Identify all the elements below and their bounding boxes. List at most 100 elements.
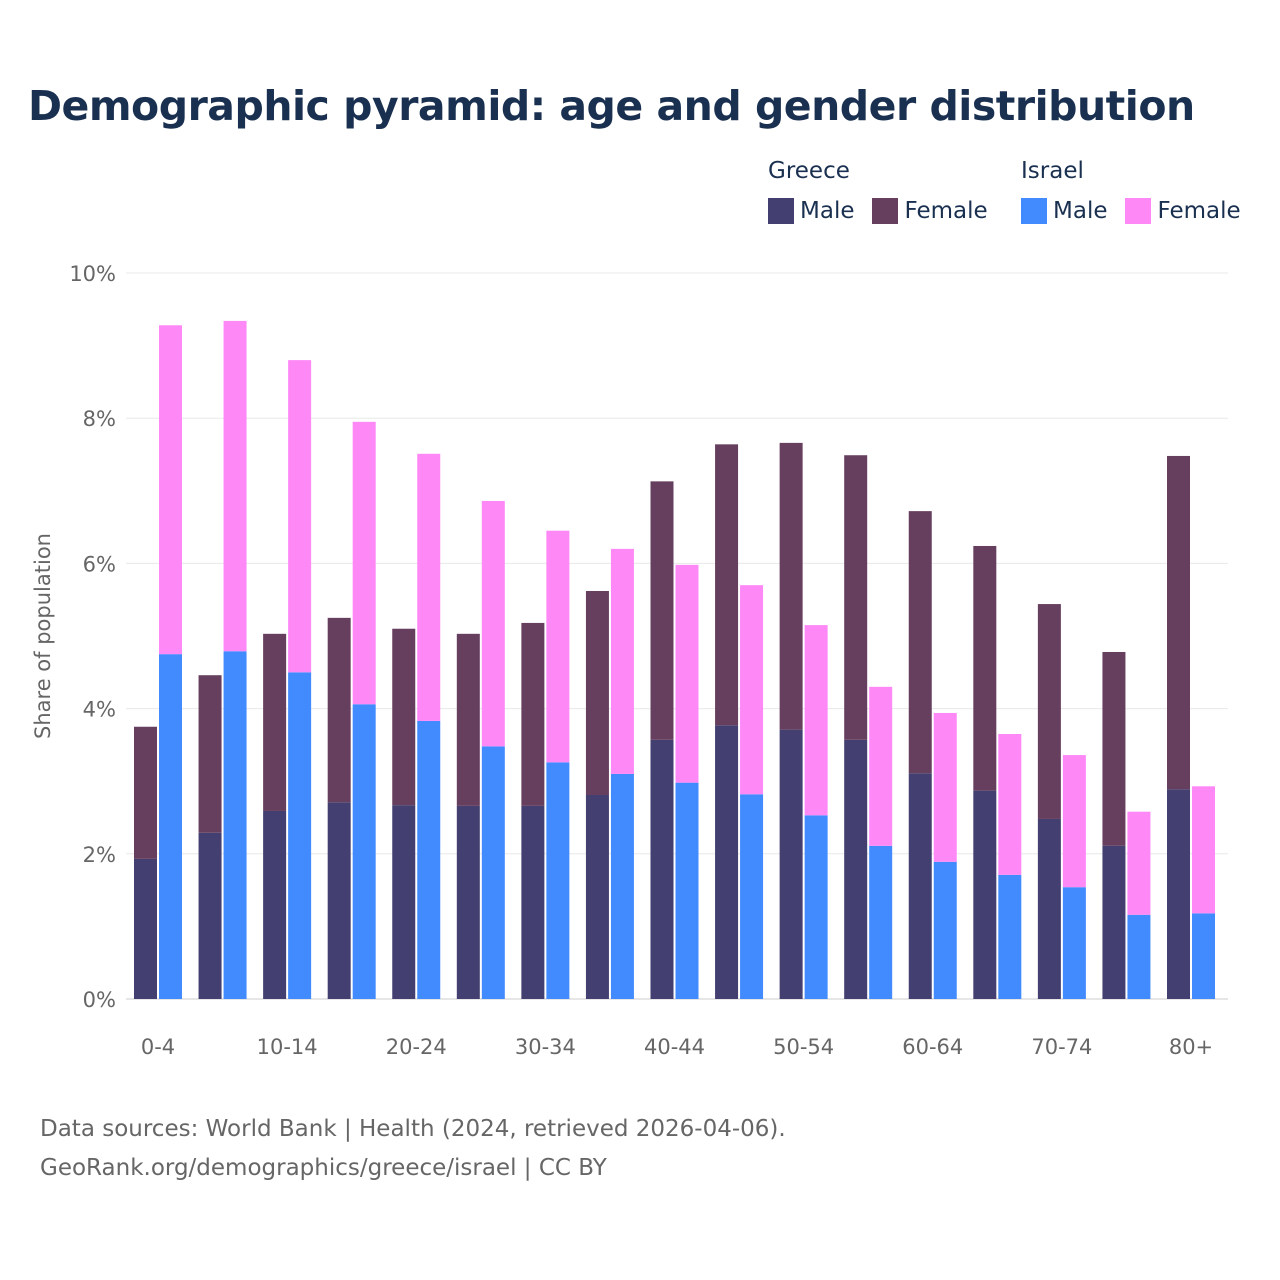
bar-israel-male xyxy=(546,762,570,999)
bar-israel-female xyxy=(1127,811,1151,915)
y-tick-label: 4% xyxy=(83,698,116,722)
bar-israel-male xyxy=(223,651,247,999)
bar-greece-male xyxy=(392,805,416,999)
legend-item-greece-female: Female xyxy=(872,198,988,224)
bar-israel-female xyxy=(352,421,376,705)
y-tick-label: 0% xyxy=(83,988,116,1012)
bar-greece-male xyxy=(134,858,157,999)
bar-greece-male xyxy=(327,802,351,999)
bar-greece-female xyxy=(327,617,351,803)
legend-title-greece: Greece xyxy=(768,158,850,184)
bar-greece-male xyxy=(973,790,997,999)
bar-israel-male xyxy=(417,720,441,999)
bar-greece-female xyxy=(521,622,545,806)
legend-swatch xyxy=(768,198,794,224)
bar-greece-female xyxy=(779,442,803,730)
bar-israel-male xyxy=(933,861,957,999)
bar-israel-female xyxy=(933,712,957,862)
bar-greece-female xyxy=(908,511,932,774)
bar-greece-male xyxy=(585,794,609,999)
bar-israel-female xyxy=(223,320,247,652)
x-tick-label: 80+ xyxy=(1169,1035,1213,1059)
x-tick-label: 20-24 xyxy=(386,1035,447,1059)
bar-greece-female xyxy=(1102,651,1126,846)
bar-greece-male xyxy=(263,810,287,999)
bar-israel-male xyxy=(1192,913,1215,999)
bar-greece-male xyxy=(521,805,545,999)
bar-israel-female xyxy=(740,585,764,795)
bar-greece-male xyxy=(1102,845,1126,999)
y-tick-label: 10% xyxy=(69,262,116,286)
legend-israel: Israel Male Female xyxy=(1021,158,1259,230)
y-tick-label: 2% xyxy=(83,843,116,867)
x-tick-label: 10-14 xyxy=(257,1035,318,1059)
bar-greece-male xyxy=(908,773,932,999)
bar-israel-female xyxy=(1062,755,1086,888)
bar-israel-male xyxy=(804,815,828,999)
bar-israel-male xyxy=(288,672,312,999)
bar-greece-female xyxy=(715,444,739,726)
x-tick-label: 0-4 xyxy=(141,1035,175,1059)
bar-israel-male xyxy=(352,704,376,999)
y-tick-label: 8% xyxy=(83,407,116,431)
bar-greece-female xyxy=(1037,604,1061,819)
legend-greece: Greece Male Female xyxy=(768,158,1006,230)
x-tick-label: 40-44 xyxy=(644,1035,705,1059)
x-tick-label: 50-54 xyxy=(773,1035,834,1059)
bar-israel-male xyxy=(481,746,505,999)
chart-title: Demographic pyramid: age and gender dist… xyxy=(28,82,1195,130)
bar-greece-female xyxy=(456,633,480,806)
footer-sources: Data sources: World Bank | Health (2024,… xyxy=(40,1116,786,1142)
bar-greece-male xyxy=(715,725,739,999)
bar-greece-male xyxy=(456,805,480,999)
bar-greece-female xyxy=(134,726,157,859)
bar-israel-female xyxy=(481,500,505,747)
bar-israel-male xyxy=(1062,887,1086,999)
legend-swatch xyxy=(872,198,899,224)
x-tick-label: 70-74 xyxy=(1031,1035,1092,1059)
bar-greece-female xyxy=(198,675,222,833)
footer-credit: GeoRank.org/demographics/greece/israel |… xyxy=(40,1155,607,1181)
x-tick-label: 60-64 xyxy=(902,1035,963,1059)
bar-israel-male xyxy=(1127,914,1151,999)
y-tick-label: 6% xyxy=(83,552,116,576)
bar-greece-female xyxy=(1167,455,1190,790)
bar-israel-male xyxy=(998,874,1022,999)
bar-greece-female xyxy=(650,481,674,740)
bar-greece-male xyxy=(650,739,674,999)
legend-swatch xyxy=(1125,198,1152,224)
legend-item-israel-female: Female xyxy=(1125,198,1241,224)
bar-israel-male xyxy=(869,845,893,999)
bar-israel-female xyxy=(546,530,570,763)
bar-greece-male xyxy=(198,832,222,999)
bar-greece-male xyxy=(779,729,803,999)
bar-greece-female xyxy=(973,545,997,791)
bar-greece-female xyxy=(263,633,287,811)
bar-israel-female xyxy=(610,548,634,774)
bar-israel-female xyxy=(804,625,828,816)
bar-israel-male xyxy=(159,654,182,999)
legend-item-israel-male: Male xyxy=(1021,198,1107,224)
y-axis-label: Share of population xyxy=(31,533,55,739)
bar-israel-male xyxy=(675,782,699,999)
bar-greece-male xyxy=(1167,789,1190,999)
bar-israel-male xyxy=(610,773,634,999)
bar-israel-female xyxy=(288,360,312,673)
bar-greece-male xyxy=(1037,818,1061,999)
bar-israel-male xyxy=(740,794,764,999)
bar-greece-male xyxy=(844,739,868,999)
bar-israel-female xyxy=(869,686,893,846)
legend-item-greece-male: Male xyxy=(768,198,854,224)
bar-greece-female xyxy=(844,455,868,740)
bar-israel-female xyxy=(675,564,699,783)
legend-title-israel: Israel xyxy=(1021,158,1084,184)
bar-greece-female xyxy=(392,628,416,806)
bar-israel-female xyxy=(159,325,182,655)
legend-swatch xyxy=(1021,198,1047,224)
bar-greece-female xyxy=(585,590,609,795)
x-tick-label: 30-34 xyxy=(515,1035,576,1059)
bar-israel-female xyxy=(417,453,441,721)
bar-israel-female xyxy=(1192,786,1215,914)
bar-israel-female xyxy=(998,734,1022,875)
